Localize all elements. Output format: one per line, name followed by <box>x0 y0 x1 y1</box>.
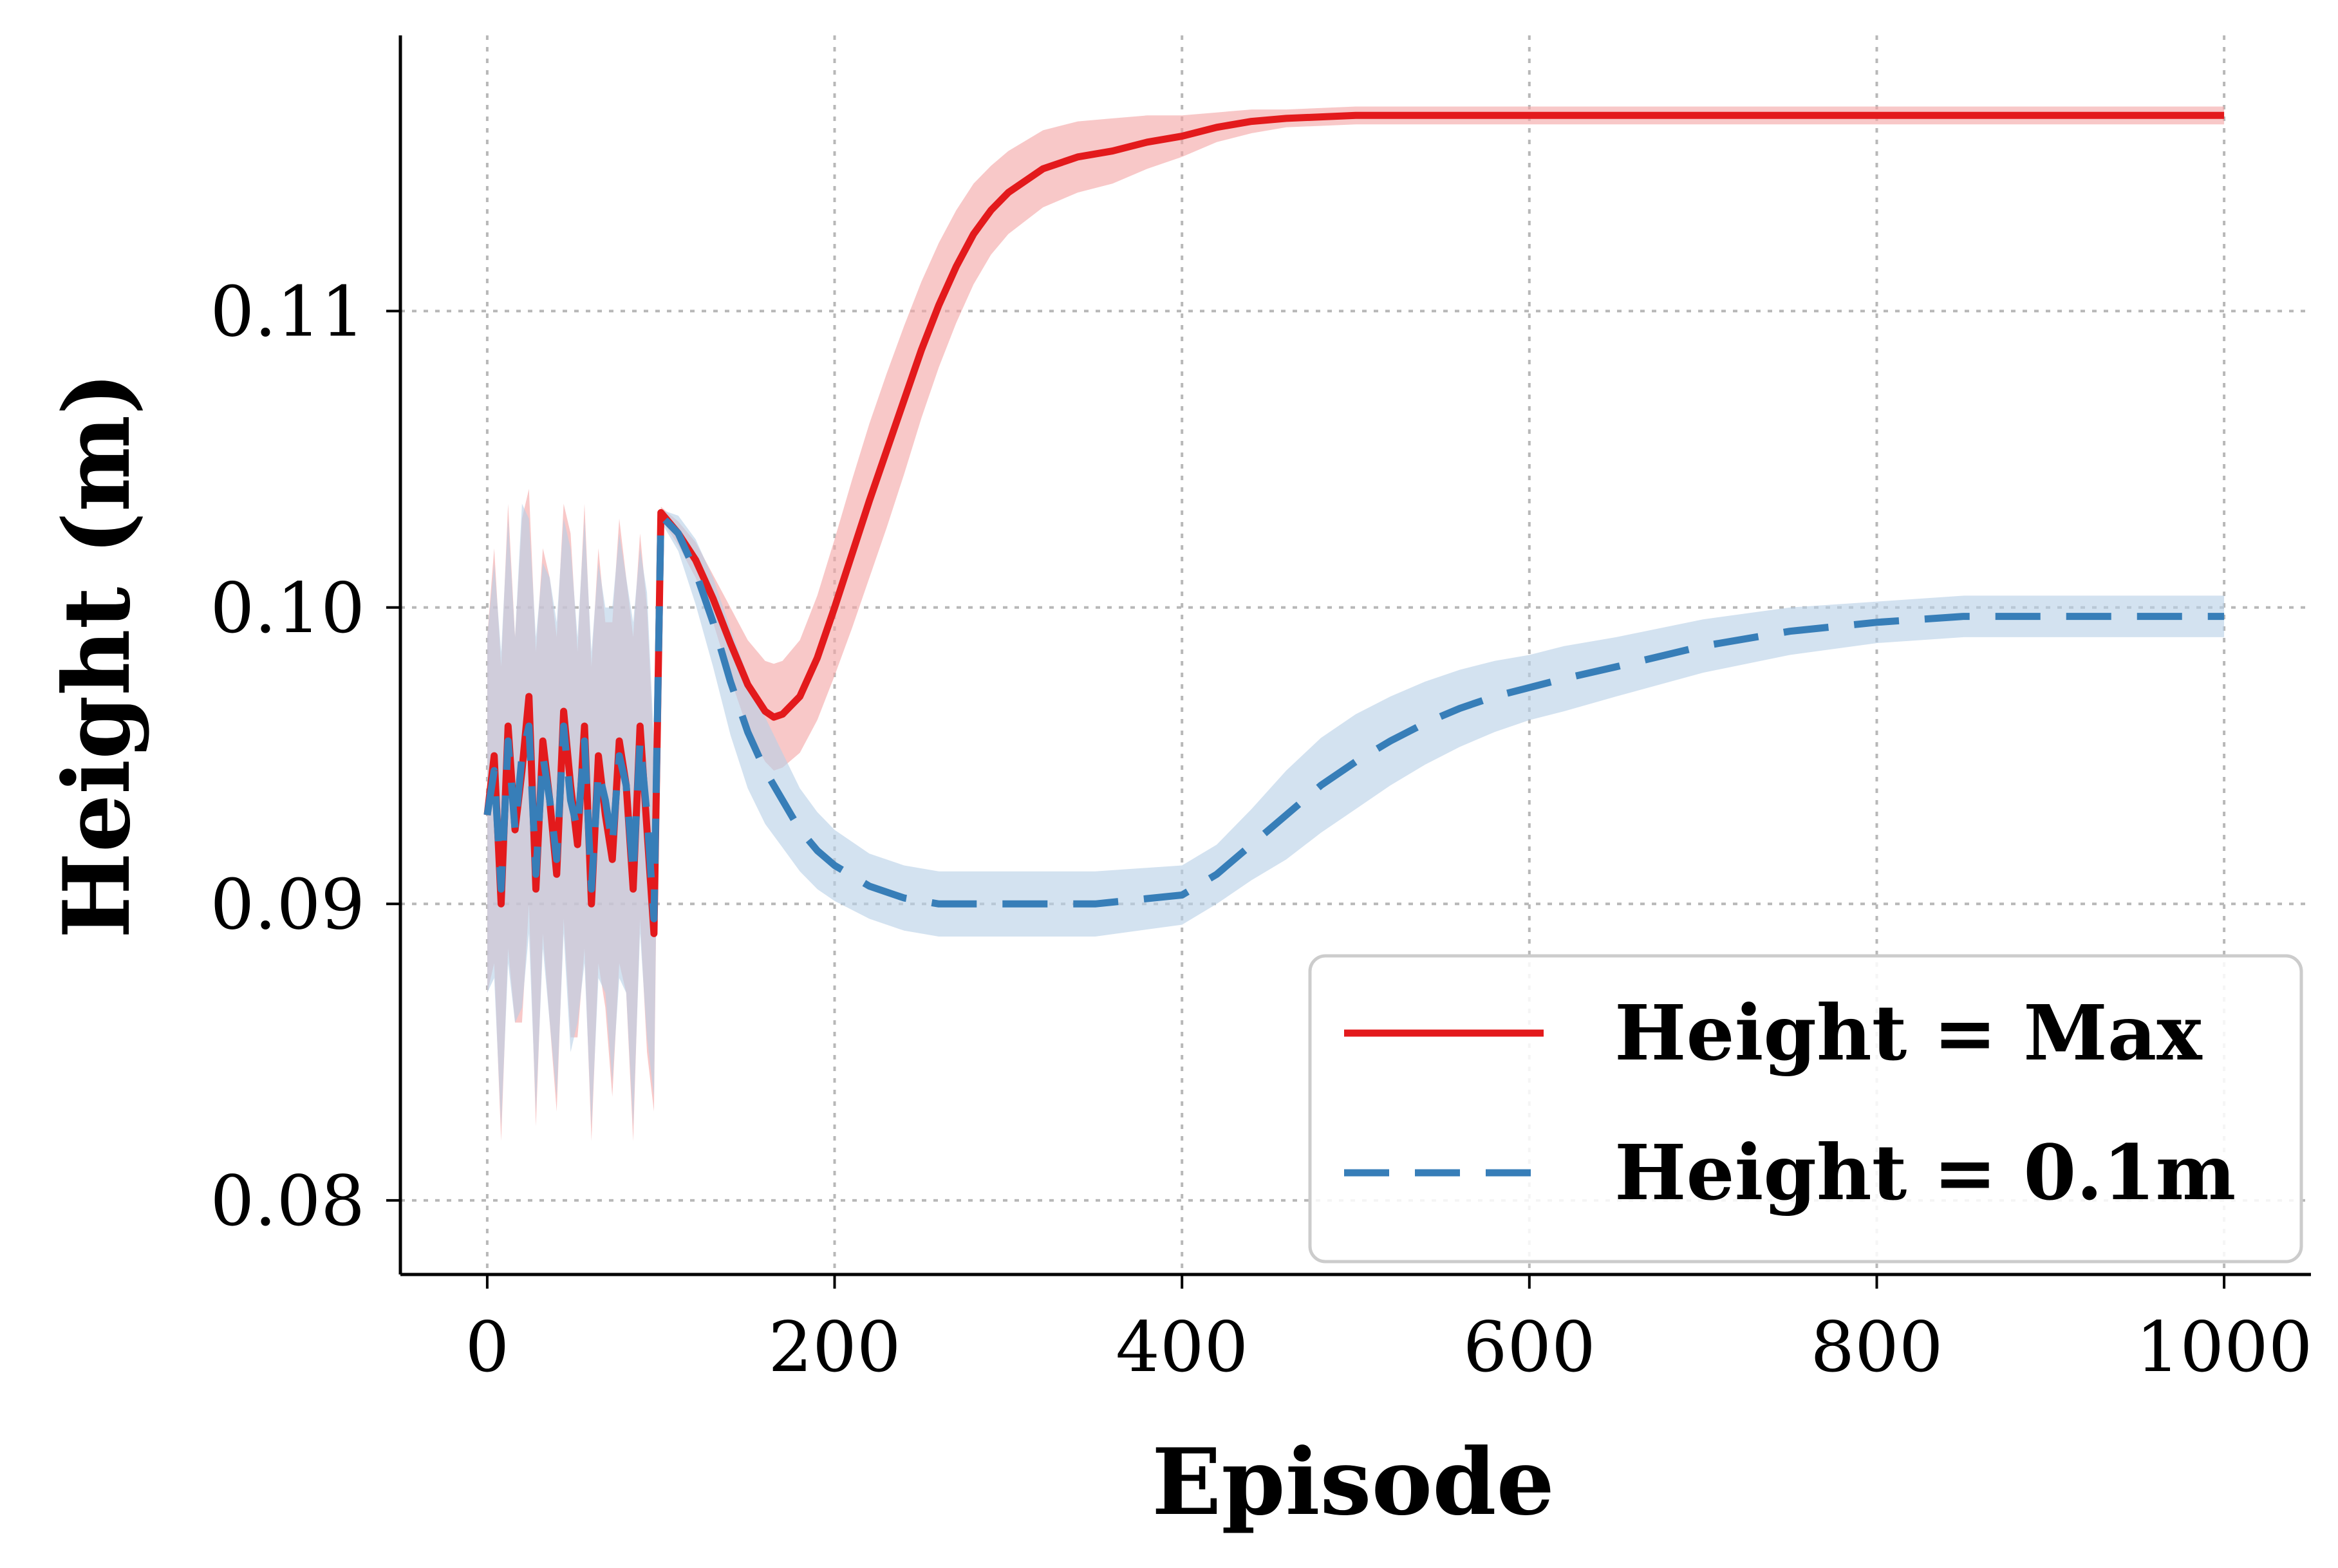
confidence-bands <box>487 106 2225 1141</box>
y-tick-label: 0.10 <box>210 568 365 649</box>
x-tick-label: 600 <box>1463 1307 1596 1388</box>
x-tick-label: 1000 <box>2136 1307 2313 1388</box>
x-axis-title: Episode <box>1152 1429 1555 1536</box>
x-tick-label: 400 <box>1116 1307 1248 1388</box>
legend: Height = Max Height = 0.1m <box>1308 954 2303 1264</box>
x-tick-label: 800 <box>1810 1307 1943 1388</box>
confidence-band-height-max <box>487 106 2225 1141</box>
legend-frame <box>1308 954 2303 1264</box>
y-tick-label: 0.08 <box>210 1161 365 1242</box>
x-tick-label: 0 <box>465 1307 510 1388</box>
axis-ticks: 0 200 400 600 800 1000 0.08 0.09 0.10 0.11 <box>210 272 2313 1388</box>
x-tick-label: 200 <box>768 1307 901 1388</box>
series-line-height-0-1m <box>483 512 2225 922</box>
y-axis-title: Height (m) <box>44 372 151 939</box>
y-tick-label: 0.11 <box>210 272 365 352</box>
series-lines <box>483 111 2225 937</box>
legend-label-height-0-1m: Height = 0.1m <box>1614 1128 2236 1217</box>
y-tick-label: 0.09 <box>210 864 365 945</box>
axes <box>398 35 2311 1276</box>
legend-label-height-max: Height = Max <box>1614 988 2203 1078</box>
